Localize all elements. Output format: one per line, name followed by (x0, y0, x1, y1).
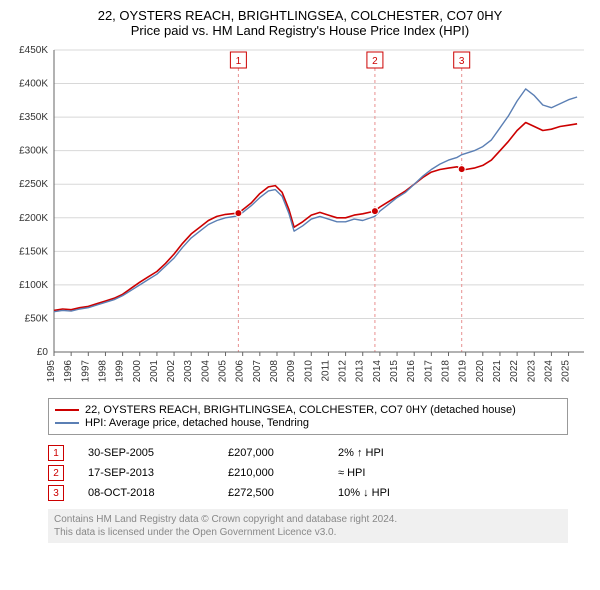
svg-text:3: 3 (459, 56, 465, 67)
svg-text:2003: 2003 (183, 360, 194, 383)
chart-titles: 22, OYSTERS REACH, BRIGHTLINGSEA, COLCHE… (8, 8, 592, 38)
svg-text:2008: 2008 (269, 360, 280, 383)
svg-text:2018: 2018 (440, 360, 451, 383)
chart-title-address: 22, OYSTERS REACH, BRIGHTLINGSEA, COLCHE… (8, 8, 592, 23)
svg-text:2024: 2024 (543, 360, 554, 383)
svg-text:2017: 2017 (423, 360, 434, 383)
legend-label: 22, OYSTERS REACH, BRIGHTLINGSEA, COLCHE… (85, 404, 516, 416)
marker-delta: 10% ↓ HPI (338, 487, 478, 499)
svg-text:2012: 2012 (338, 360, 349, 383)
svg-text:£450K: £450K (19, 45, 48, 56)
svg-text:2022: 2022 (509, 360, 520, 383)
svg-text:2000: 2000 (132, 360, 143, 383)
attribution-footer: Contains HM Land Registry data © Crown c… (48, 509, 568, 543)
marker-badge: 2 (48, 465, 64, 481)
svg-text:2023: 2023 (526, 360, 537, 383)
svg-text:2007: 2007 (252, 360, 263, 383)
svg-text:2019: 2019 (458, 360, 469, 383)
marker-row: 2 17-SEP-2013 £210,000 ≈ HPI (48, 465, 568, 481)
svg-text:1997: 1997 (80, 360, 91, 383)
marker-row: 3 08-OCT-2018 £272,500 10% ↓ HPI (48, 485, 568, 501)
legend-swatch (55, 409, 79, 411)
svg-text:2025: 2025 (561, 360, 572, 383)
svg-text:2006: 2006 (235, 360, 246, 383)
svg-text:2013: 2013 (355, 360, 366, 383)
marker-price: £272,500 (228, 487, 338, 499)
svg-text:1996: 1996 (63, 360, 74, 383)
marker-date: 17-SEP-2013 (88, 467, 228, 479)
svg-text:£400K: £400K (19, 79, 48, 90)
svg-text:£200K: £200K (19, 213, 48, 224)
svg-text:£350K: £350K (19, 112, 48, 123)
svg-text:£0: £0 (37, 347, 49, 358)
chart-legend: 22, OYSTERS REACH, BRIGHTLINGSEA, COLCHE… (48, 398, 568, 435)
price-chart: £0 £50K £100K £150K £200K £250K £300K £350K £400… (8, 42, 592, 392)
marker-delta: ≈ HPI (338, 467, 478, 479)
legend-row: 22, OYSTERS REACH, BRIGHTLINGSEA, COLCHE… (55, 404, 561, 416)
legend-row: HPI: Average price, detached house, Tend… (55, 417, 561, 429)
legend-swatch (55, 422, 79, 424)
svg-text:1998: 1998 (97, 360, 108, 383)
svg-text:2016: 2016 (406, 360, 417, 383)
svg-text:£250K: £250K (19, 179, 48, 190)
svg-text:1: 1 (236, 56, 242, 67)
svg-text:£150K: £150K (19, 246, 48, 257)
svg-text:2005: 2005 (218, 360, 229, 383)
svg-text:2004: 2004 (200, 360, 211, 383)
svg-text:2: 2 (372, 56, 378, 67)
marker-price: £207,000 (228, 447, 338, 459)
marker-badge: 3 (48, 485, 64, 501)
chart-svg: £0 £50K £100K £150K £200K £250K £300K £350K £400… (8, 42, 592, 392)
svg-text:2002: 2002 (166, 360, 177, 383)
marker-row: 1 30-SEP-2005 £207,000 2% ↑ HPI (48, 445, 568, 461)
svg-text:1995: 1995 (46, 360, 57, 383)
svg-text:2011: 2011 (320, 360, 331, 382)
svg-text:£50K: £50K (25, 313, 49, 324)
chart-title-sub: Price paid vs. HM Land Registry's House … (8, 23, 592, 38)
footer-line: Contains HM Land Registry data © Crown c… (54, 513, 562, 526)
marker-price: £210,000 (228, 467, 338, 479)
footer-line: This data is licensed under the Open Gov… (54, 526, 562, 539)
marker-date: 30-SEP-2005 (88, 447, 228, 459)
marker-date: 08-OCT-2018 (88, 487, 228, 499)
svg-text:2014: 2014 (372, 360, 383, 383)
marker-delta: 2% ↑ HPI (338, 447, 478, 459)
marker-badge: 1 (48, 445, 64, 461)
svg-text:1999: 1999 (115, 360, 126, 383)
markers-table: 1 30-SEP-2005 £207,000 2% ↑ HPI 2 17-SEP… (48, 445, 568, 501)
svg-text:2020: 2020 (475, 360, 486, 383)
svg-text:2010: 2010 (303, 360, 314, 383)
svg-text:£300K: £300K (19, 146, 48, 157)
svg-text:2015: 2015 (389, 360, 400, 383)
svg-text:2009: 2009 (286, 360, 297, 383)
svg-text:2001: 2001 (149, 360, 160, 383)
svg-text:£100K: £100K (19, 280, 48, 291)
legend-label: HPI: Average price, detached house, Tend… (85, 417, 309, 429)
svg-text:2021: 2021 (492, 360, 503, 383)
